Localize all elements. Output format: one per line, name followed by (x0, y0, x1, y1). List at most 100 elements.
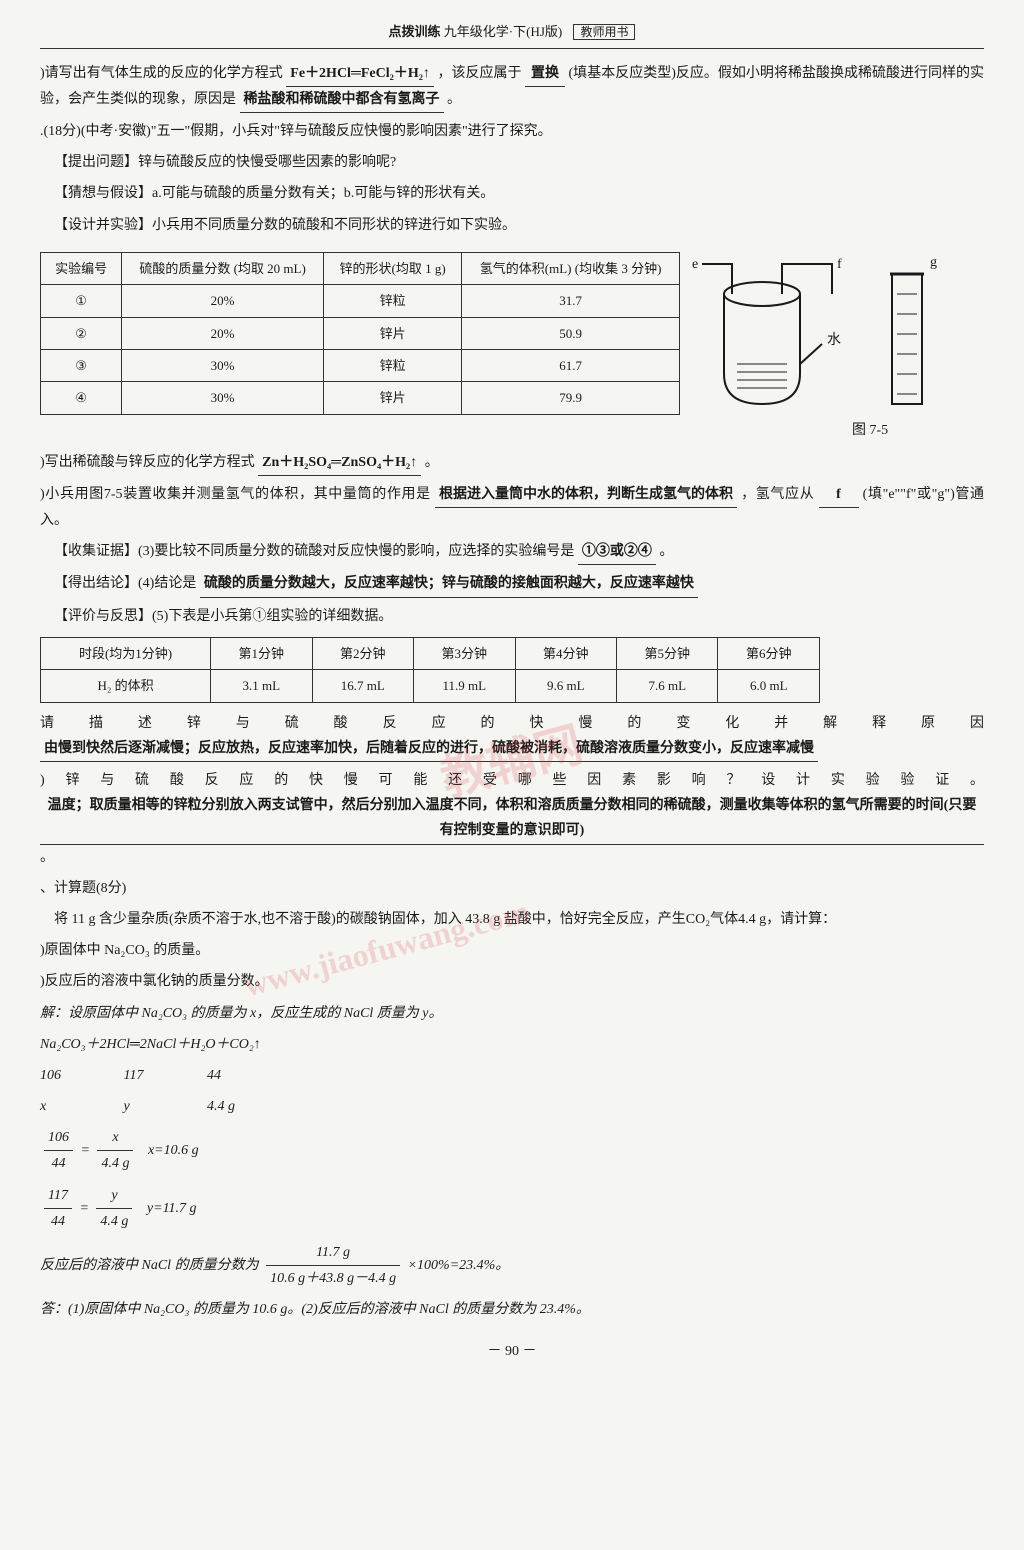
calc5-res: x=10.6 g (148, 1143, 199, 1158)
th: 第2分钟 (312, 637, 413, 669)
p8-end: 。 (659, 544, 673, 559)
experiment-table: 实验编号 硫酸的质量分数 (均取 20 mL) 锌的形状(均取 1 g) 氢气的… (40, 252, 680, 415)
para-9: 【得出结论】(4)结论是 硫酸的质量分数越大，反应速率越快；锌与硫酸的接触面积越… (54, 571, 984, 597)
header-title: 九年级化学·下(HJ版) (444, 24, 562, 39)
table-row: ③ 30% 锌粒 61.7 (41, 349, 680, 381)
calc-1: 解：设原固体中 Na₂CO₃ 的质量为 x，反应生成的 NaCl 质量为 y。 (40, 1001, 984, 1026)
calc6-res: y=11.7 g (147, 1201, 197, 1216)
page-number: － 90 － (40, 1339, 984, 1364)
calc-6: 117 44 = y 4.4 g y=11.7 g (40, 1183, 984, 1234)
p12-pre: )锌与硫酸反应的快慢可能还受哪些因素影响？设计实验验证。 (40, 773, 984, 788)
td: ① (41, 285, 122, 317)
den: 10.6 g＋43.8 g－4.4 g (266, 1266, 400, 1291)
p8-ans: ①③或②④ (578, 539, 656, 565)
calc-5: 106 44 = x 4.4 g x=10.6 g (40, 1125, 984, 1176)
page-header: 点拨训练 九年级化学·下(HJ版) 教师用书 (40, 20, 984, 49)
td: 锌片 (323, 382, 461, 414)
p6-end: 。 (425, 455, 439, 470)
label-f: f (837, 257, 842, 272)
para-4: 【猜想与假设】a.可能与硫酸的质量分数有关；b.可能与锌的形状有关。 (54, 181, 984, 206)
frac: 11.7 g 10.6 g＋43.8 g－4.4 g (266, 1240, 400, 1291)
p12-end: 。 (40, 850, 54, 865)
frac: x 4.4 g (97, 1125, 133, 1176)
td: 锌片 (323, 317, 461, 349)
table-row: 时段(均为1分钟) 第1分钟 第2分钟 第3分钟 第4分钟 第5分钟 第6分钟 (41, 637, 820, 669)
td: 7.6 mL (617, 670, 718, 702)
td: ② (41, 317, 122, 349)
num: y (96, 1183, 132, 1209)
frac: 117 44 (44, 1183, 72, 1234)
table-row: ② 20% 锌片 50.9 (41, 317, 680, 349)
th: 第3分钟 (414, 637, 515, 669)
th: 实验编号 (41, 252, 122, 284)
td: 30% (122, 382, 324, 414)
para-13: 、计算题(8分) (40, 876, 984, 901)
para-14: 将 11 g 含少量杂质(杂质不溶于水,也不溶于酸)的碳酸钠固体，加入 43.8… (54, 907, 984, 932)
num: 11.7 g (266, 1240, 400, 1266)
td: 11.9 mL (414, 670, 515, 702)
calc-4: x y 4.4 g (40, 1094, 984, 1119)
p9-ans: 硫酸的质量分数越大，反应速率越快；锌与硫酸的接触面积越大，反应速率越快 (200, 571, 698, 597)
td: ③ (41, 349, 122, 381)
p11-ans: 由慢到快然后逐渐减慢；反应放热，反应速率加快，后随着反应的进行，硫酸被消耗，硫酸… (40, 736, 818, 762)
den: 44 (44, 1151, 73, 1176)
td: 3.1 mL (211, 670, 312, 702)
calc7-post: ×100%=23.4%。 (408, 1258, 510, 1273)
calc7-pre: 反应后的溶液中 NaCl 的质量分数为 (40, 1258, 259, 1273)
p9-pre: 【得出结论】(4)结论是 (54, 576, 196, 591)
td: 50.9 (462, 317, 680, 349)
td: 6.0 mL (718, 670, 820, 702)
num: 117 (44, 1183, 72, 1209)
th: 氢气的体积(mL) (均收集 3 分钟) (462, 252, 680, 284)
num: 106 (44, 1125, 73, 1151)
para-8: 【收集证据】(3)要比较不同质量分数的硫酸对反应快慢的影响，应选择的实验编号是 … (54, 539, 984, 565)
label-e: e (692, 257, 698, 272)
p1-ans3: 稀盐酸和稀硫酸中都含有氢离子 (240, 87, 444, 113)
calc4b: y (124, 1094, 204, 1119)
table-figure-row: 实验编号 硫酸的质量分数 (均取 20 mL) 锌的形状(均取 1 g) 氢气的… (40, 244, 984, 444)
th: 锌的形状(均取 1 g) (323, 252, 461, 284)
calc3a: 106 (40, 1063, 120, 1088)
calculation-block: 解：设原固体中 Na₂CO₃ 的质量为 x，反应生成的 NaCl 质量为 y。 … (40, 1001, 984, 1323)
den: 4.4 g (96, 1209, 132, 1234)
th: 第4分钟 (515, 637, 616, 669)
calc3c: 44 (207, 1063, 287, 1088)
calc-8: 答：(1)原固体中 Na₂CO₃ 的质量为 10.6 g。(2)反应后的溶液中 … (40, 1297, 984, 1322)
td: 20% (122, 285, 324, 317)
p1-mid: ，该反应属于 (437, 66, 521, 81)
th: 硫酸的质量分数 (均取 20 mL) (122, 252, 324, 284)
para-1: )请写出有气体生成的反应的化学方程式 Fe＋2HCl═FeCl₂＋H₂↑ ，该反… (40, 61, 984, 113)
para-5: 【设计并实验】小兵用不同质量分数的硫酸和不同形状的锌进行如下实验。 (54, 213, 984, 238)
para-6: )写出稀硫酸与锌反应的化学方程式 Zn＋H₂SO₄═ZnSO₄＋H₂↑ 。 (40, 450, 984, 476)
frac: 106 44 (44, 1125, 73, 1176)
td: 9.6 mL (515, 670, 616, 702)
p1-end: 。 (447, 92, 461, 107)
p6-ans: Zn＋H₂SO₄═ZnSO₄＋H₂↑ (258, 450, 421, 476)
diagram-caption: 图 7-5 (852, 423, 888, 438)
apparatus-diagram: e f g 水 图 7-5 (692, 244, 952, 444)
td: H₂ 的体积 (41, 670, 211, 702)
p12-ans: 温度；取质量相等的锌粒分别放入两支试管中，然后分别加入温度不同，体积和溶质质量分… (40, 793, 984, 844)
th: 第6分钟 (718, 637, 820, 669)
para-16: )反应后的溶液中氯化钠的质量分数。 (40, 969, 984, 994)
para-12: )锌与硫酸反应的快慢可能还受哪些因素影响？设计实验验证。 温度；取质量相等的锌粒… (40, 768, 984, 870)
table-row: 实验编号 硫酸的质量分数 (均取 20 mL) 锌的形状(均取 1 g) 氢气的… (41, 252, 680, 284)
page-content: 教辅网 www.jiaofuwang.com 点拨训练 九年级化学·下(HJ版)… (40, 20, 984, 1364)
th: 时段(均为1分钟) (41, 637, 211, 669)
para-15: )原固体中 Na₂CO₃ 的质量。 (40, 938, 984, 963)
p7-pre: )小兵用图7-5装置收集并测量氢气的体积，其中量筒的作用是 (40, 487, 431, 502)
td: 30% (122, 349, 324, 381)
p7-ans2: f (819, 482, 859, 508)
p8-pre: 【收集证据】(3)要比较不同质量分数的硫酸对反应快慢的影响，应选择的实验编号是 (54, 544, 574, 559)
p1-pre: )请写出有气体生成的反应的化学方程式 (40, 66, 283, 81)
calc-3: 106 117 44 (40, 1063, 984, 1088)
para-11: 请描述锌与硫酸反应的快慢的变化并解释原因 由慢到快然后逐渐减慢；反应放热，反应速… (40, 711, 984, 762)
header-brand: 点拨训练 (389, 24, 441, 39)
p7-ans1: 根据进入量筒中水的体积，判断生成氢气的体积 (435, 482, 737, 508)
p6-pre: )写出稀硫酸与锌反应的化学方程式 (40, 455, 255, 470)
label-water: 水 (827, 332, 841, 348)
para-7: )小兵用图7-5装置收集并测量氢气的体积，其中量筒的作用是 根据进入量筒中水的体… (40, 482, 984, 533)
time-data-table: 时段(均为1分钟) 第1分钟 第2分钟 第3分钟 第4分钟 第5分钟 第6分钟 … (40, 637, 820, 703)
p11-pre: 请描述锌与硫酸反应的快慢的变化并解释原因 (40, 716, 984, 731)
table-row: ① 20% 锌粒 31.7 (41, 285, 680, 317)
